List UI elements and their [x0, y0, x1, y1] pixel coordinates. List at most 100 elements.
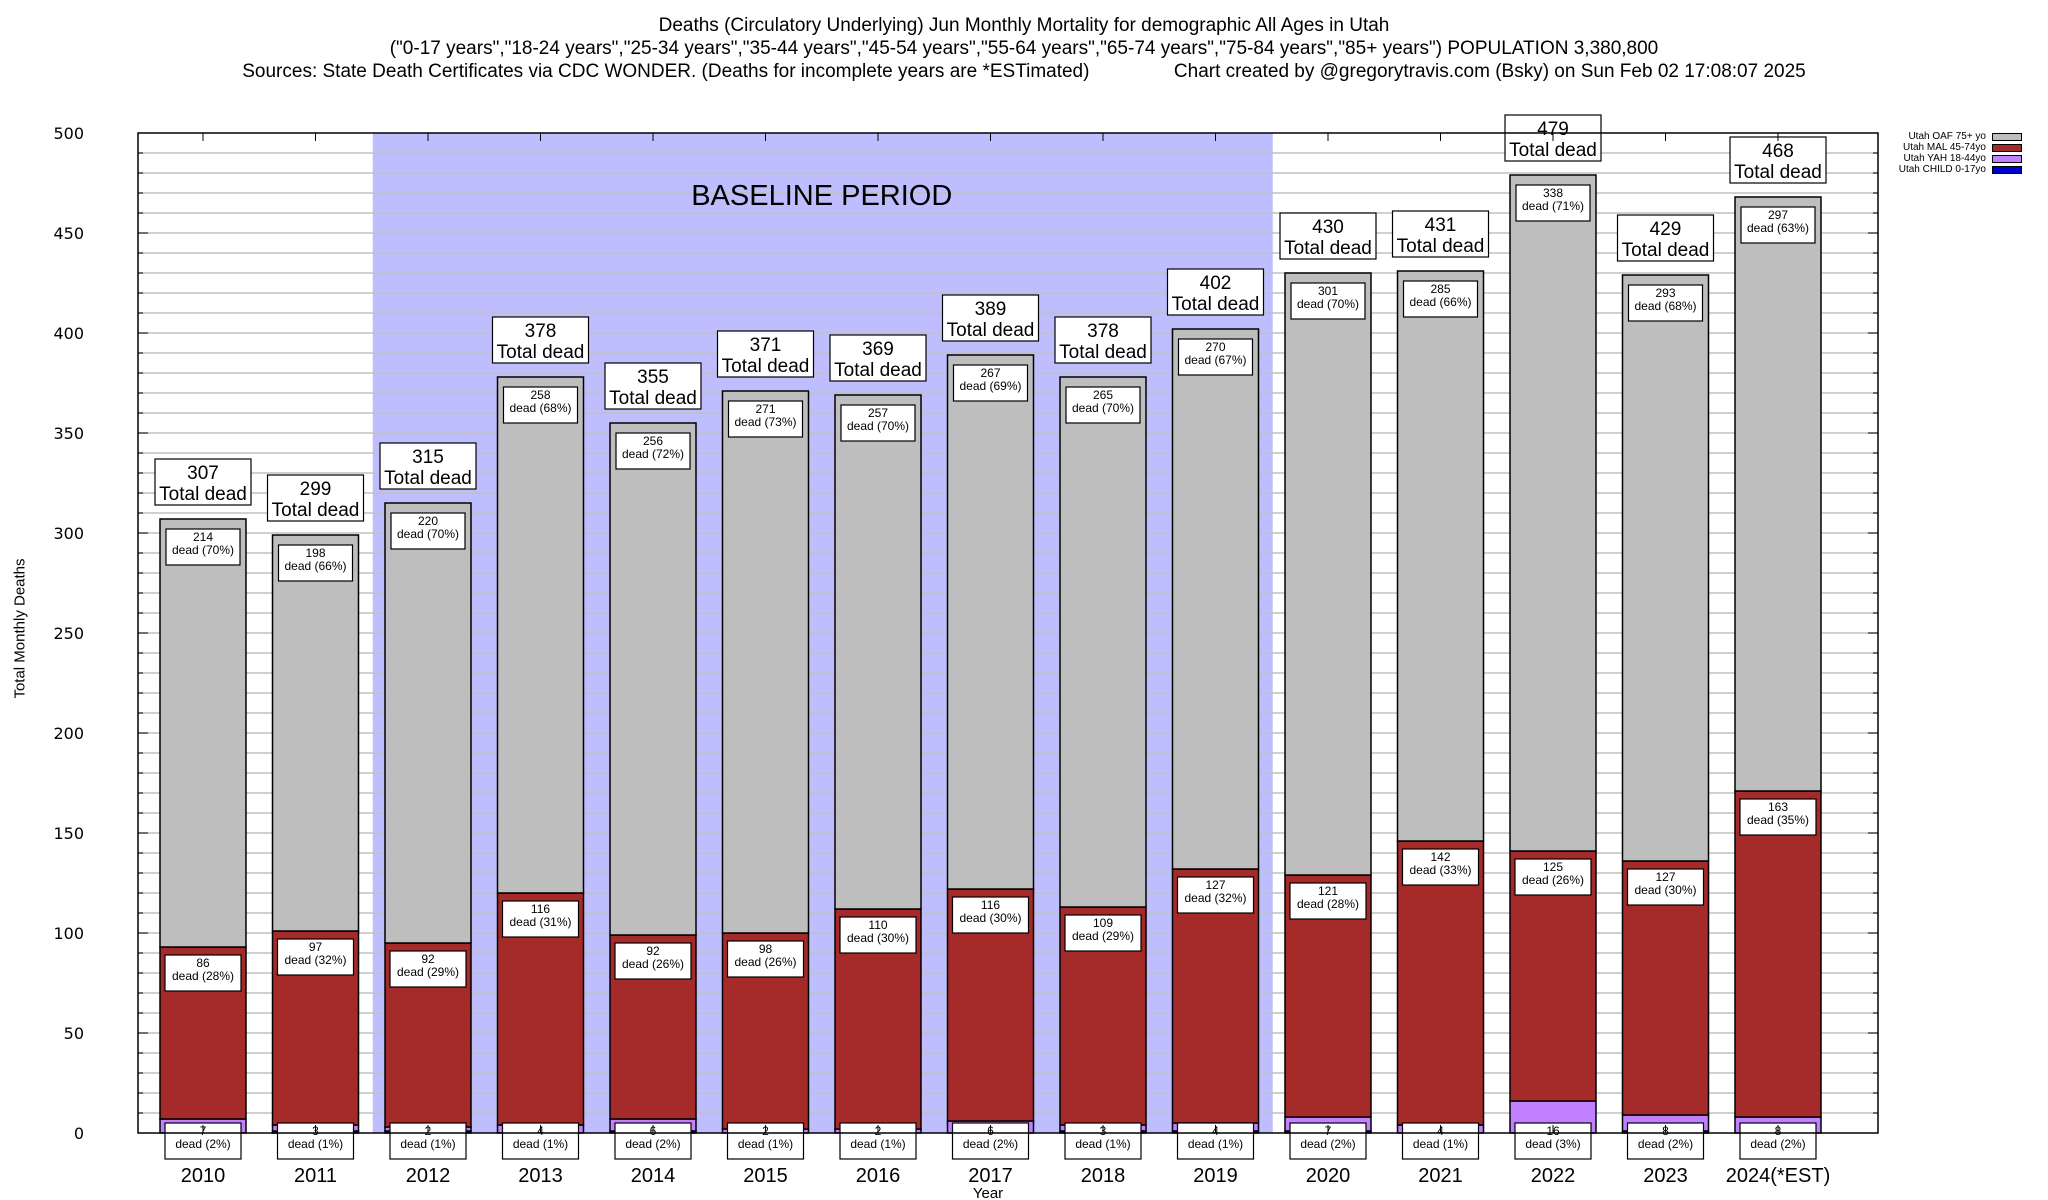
- oaf-data-label: 285: [1430, 282, 1450, 296]
- oaf-data-label: 265: [1093, 388, 1113, 402]
- yah-data-label: dead (2%): [1638, 1137, 1693, 1151]
- bar-segment-mal: [1396, 840, 1485, 1126]
- total-label-text: Total dead: [1397, 236, 1485, 257]
- mal-data-label: 121: [1318, 884, 1338, 898]
- bar-segment-oaf: [496, 376, 585, 894]
- total-label-box: [1616, 214, 1715, 262]
- yah-data-label: dead (1%): [400, 1137, 455, 1151]
- mal-data-label-box: [164, 954, 242, 992]
- bar-segment-oaf: [946, 354, 1035, 890]
- total-label-box: [266, 474, 365, 522]
- y-tick-label: 400: [53, 324, 84, 343]
- plot-frame: [137, 132, 1879, 1134]
- total-value-label: 307: [187, 463, 219, 484]
- total-label-text: Total dead: [272, 500, 360, 521]
- total-label-text: Total dead: [834, 360, 922, 381]
- total-value-label: 371: [750, 335, 782, 356]
- x-tick-label: 2016: [856, 1165, 901, 1187]
- mal-data-label: 116: [531, 902, 550, 916]
- mal-data-label: dead (33%): [1409, 863, 1471, 877]
- mal-data-label-box: [1289, 882, 1367, 920]
- x-tick-label: 2022: [1531, 1165, 1576, 1187]
- mal-data-label-box: [276, 938, 355, 976]
- x-tick-label: 2013: [518, 1165, 563, 1187]
- yah-data-label: dead (1%): [850, 1137, 905, 1151]
- mal-data-label: dead (30%): [847, 931, 909, 945]
- legend-swatch: [1992, 154, 2022, 163]
- legend-item: Utah OAF 75+ yo: [1899, 131, 2022, 142]
- yah-data-label: dead (2%): [625, 1137, 680, 1151]
- mal-data-label-box: [1176, 876, 1255, 914]
- x-tick-label: 2017: [968, 1165, 1013, 1187]
- total-value-label: 389: [975, 299, 1007, 320]
- mal-data-label-box: [501, 900, 580, 938]
- oaf-data-label: dead (68%): [509, 401, 571, 415]
- bar-segment-mal: [1734, 790, 1822, 1118]
- y-tick-label: 500: [53, 124, 84, 143]
- oaf-data-label-box: [1402, 280, 1479, 318]
- oaf-data-label-box: [1290, 282, 1366, 320]
- oaf-data-label-box: [840, 404, 916, 442]
- total-label-box: [941, 294, 1040, 342]
- mal-data-label: 127: [1655, 870, 1675, 884]
- legend-swatch: [1992, 132, 2022, 141]
- legend-swatch: [1992, 165, 2022, 174]
- mal-data-label: 98: [759, 942, 773, 956]
- oaf-data-label-box: [952, 364, 1029, 402]
- chart-title: Deaths (Circulatory Underlying) Jun Mont…: [658, 15, 1390, 36]
- mal-data-label-box: [951, 896, 1030, 934]
- oaf-data-label: 293: [1655, 286, 1675, 300]
- y-tick-label: 100: [53, 924, 84, 943]
- oaf-data-label: dead (67%): [1184, 353, 1246, 367]
- oaf-data-label: dead (69%): [959, 379, 1021, 393]
- x-tick-label: 2019: [1193, 1165, 1238, 1187]
- legend-item: Utah MAL 45-74yo: [1899, 142, 2022, 153]
- yah-data-label: dead (2%): [1300, 1137, 1355, 1151]
- yah-data-label: dead (2%): [175, 1137, 230, 1151]
- oaf-data-label: dead (68%): [1634, 299, 1696, 313]
- x-tick-label: 2023: [1643, 1165, 1688, 1187]
- total-value-label: 468: [1762, 141, 1794, 162]
- mal-data-label: dead (35%): [1747, 813, 1809, 827]
- total-label-text: Total dead: [1509, 140, 1597, 161]
- mal-data-label: 127: [1205, 878, 1225, 892]
- mal-data-label-box: [614, 942, 692, 980]
- y-axis-label: Total Monthly Deaths: [11, 558, 29, 699]
- total-value-label: 299: [300, 479, 332, 500]
- legend-label: Utah MAL 45-74yo: [1902, 142, 1986, 153]
- legend-swatch: [1992, 143, 2022, 152]
- mal-data-label: 92: [646, 944, 660, 958]
- mal-data-label: dead (30%): [1634, 883, 1696, 897]
- total-value-label: 431: [1425, 215, 1457, 236]
- total-label-text: Total dead: [722, 356, 810, 377]
- oaf-data-label: 257: [868, 406, 888, 420]
- mal-data-label: 163: [1768, 800, 1788, 814]
- x-tick-label: 2015: [743, 1165, 788, 1187]
- total-label-text: Total dead: [947, 320, 1035, 341]
- bar-segment-oaf: [159, 518, 247, 948]
- bar-segment-oaf: [1621, 274, 1710, 862]
- legend-item: Utah CHILD 0-17yo: [1899, 164, 2022, 175]
- total-label-box: [716, 330, 815, 378]
- total-value-label: 429: [1650, 219, 1682, 240]
- y-tick-label: 350: [53, 424, 84, 443]
- total-value-label: 430: [1312, 217, 1344, 238]
- oaf-data-label: dead (70%): [847, 419, 909, 433]
- oaf-data-label: dead (63%): [1747, 221, 1809, 235]
- legend: Utah OAF 75+ yo Utah MAL 45-74yo Utah YAH …: [1899, 131, 2022, 175]
- oaf-data-label: dead (72%): [622, 447, 684, 461]
- oaf-data-label: 220: [418, 514, 438, 528]
- total-label-text: Total dead: [1172, 294, 1260, 315]
- yah-data-label-box: [1626, 1122, 1705, 1160]
- total-value-label: 315: [412, 447, 444, 468]
- bar-segment-oaf: [1059, 376, 1147, 908]
- legend-label: Utah CHILD 0-17yo: [1898, 164, 1986, 175]
- mal-data-label: 92: [421, 952, 435, 966]
- oaf-data-label: dead (70%): [1297, 297, 1359, 311]
- total-label-text: Total dead: [497, 342, 585, 363]
- oaf-data-label-box: [615, 432, 691, 470]
- bar-segment-oaf: [721, 390, 810, 934]
- oaf-data-label: 267: [980, 366, 1000, 380]
- oaf-data-label: dead (73%): [734, 415, 796, 429]
